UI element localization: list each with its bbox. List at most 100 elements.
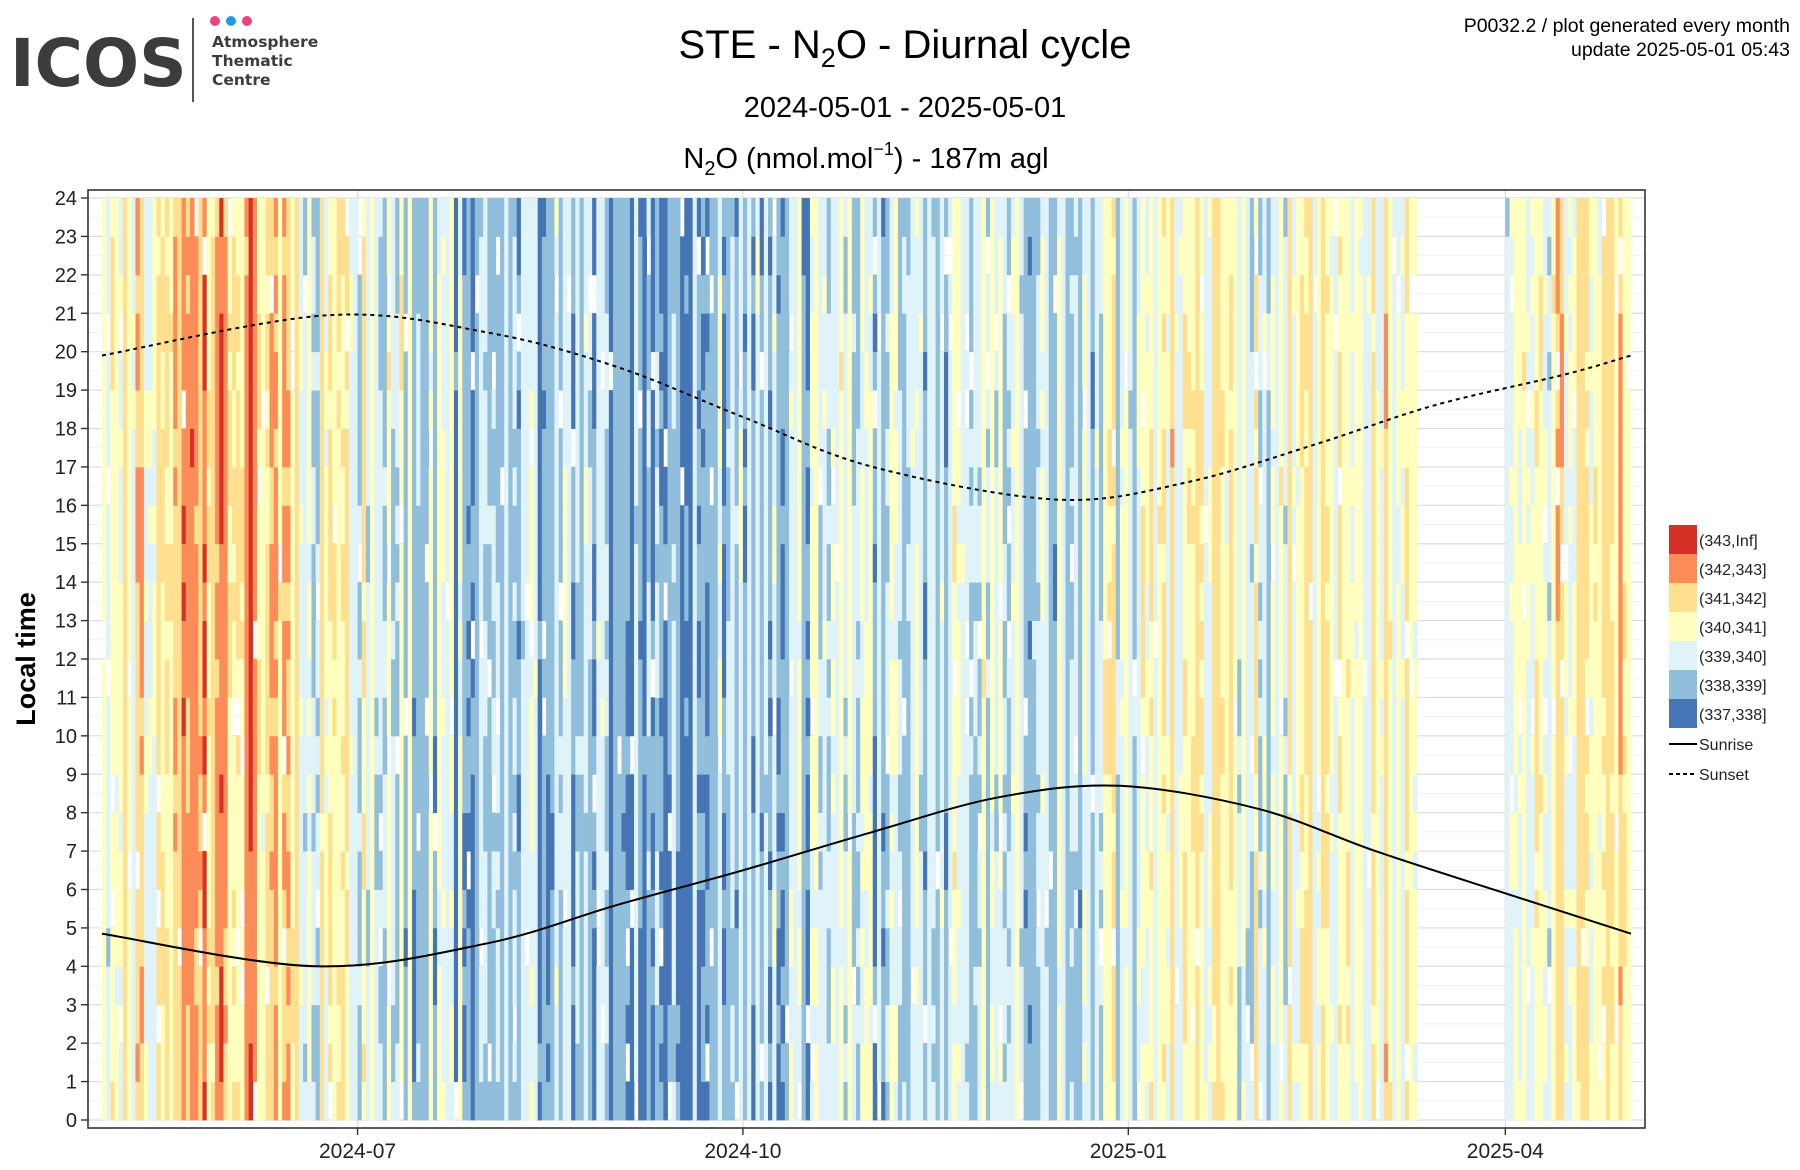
heatmap-cell [562, 774, 568, 814]
heatmap-cell [244, 927, 250, 967]
heatmap-cell [256, 236, 262, 276]
heatmap-cell [634, 351, 639, 391]
heatmap-cell [902, 236, 907, 276]
heatmap-cell [617, 927, 622, 967]
heatmap-cell [960, 735, 966, 775]
heatmap-cell [106, 543, 111, 583]
heatmap-cell [487, 1081, 492, 1121]
heatmap-cell [164, 351, 170, 391]
heatmap-cell [428, 236, 434, 276]
heatmap-cell [411, 428, 417, 468]
heatmap-cell [579, 851, 585, 890]
heatmap-cell [680, 1081, 685, 1121]
heatmap-cell [902, 351, 907, 391]
heatmap-cell [621, 198, 627, 237]
heatmap-cell [231, 582, 237, 621]
heatmap-cell [420, 966, 425, 1006]
heatmap-cell [772, 428, 777, 468]
heatmap-cell [835, 735, 840, 775]
heatmap-cell [747, 1081, 752, 1121]
heatmap-cell [420, 351, 425, 391]
heatmap-cell [294, 697, 300, 737]
heatmap-cell [223, 505, 229, 545]
heatmap-cell [675, 659, 681, 698]
heatmap-cell [592, 659, 597, 698]
heatmap-cell [642, 927, 647, 967]
heatmap-cell [453, 851, 459, 890]
heatmap-cell [688, 851, 694, 890]
heatmap-cell [194, 659, 199, 698]
heatmap-cell [709, 505, 714, 545]
heatmap-cell [814, 659, 819, 698]
heatmap-cell [692, 466, 698, 506]
heatmap-cell [596, 697, 601, 737]
heatmap-cell [520, 927, 526, 967]
heatmap-cell [541, 428, 547, 468]
heatmap-cell [437, 351, 442, 391]
heatmap-cell [315, 351, 321, 391]
heatmap-cell [219, 966, 224, 1006]
heatmap-cell [290, 851, 296, 890]
heatmap-cell [763, 889, 769, 929]
heatmap-cell [227, 1043, 233, 1082]
heatmap-cell [307, 582, 312, 621]
heatmap-cell [969, 851, 974, 890]
heatmap-cell [382, 812, 388, 852]
heatmap-cell [659, 466, 664, 506]
heatmap-cell [252, 466, 258, 506]
heatmap-cell [189, 851, 195, 890]
heatmap-cell [923, 313, 928, 353]
heatmap-cell [248, 505, 254, 545]
heatmap-cell [856, 274, 861, 314]
heatmap-cell [789, 697, 794, 737]
heatmap-cell [156, 351, 162, 391]
heatmap-cell [625, 889, 631, 929]
heatmap-cell [973, 543, 978, 583]
heatmap-cell [487, 274, 492, 314]
heatmap-cell [273, 774, 279, 814]
heatmap-cell [483, 274, 488, 314]
heatmap-cell [583, 889, 589, 929]
heatmap-cell [533, 851, 539, 890]
heatmap-cell [219, 236, 224, 276]
heatmap-cell [148, 927, 153, 967]
heatmap-cell [391, 313, 396, 353]
heatmap-cell [902, 620, 907, 660]
heatmap-cell [512, 390, 518, 429]
heatmap-cell [424, 1004, 430, 1044]
heatmap-cell [428, 1081, 434, 1121]
heatmap-cell [244, 236, 250, 276]
heatmap-cell [554, 966, 560, 1006]
heatmap-cell [562, 966, 568, 1006]
heatmap-cell [365, 889, 371, 929]
heatmap-cell [969, 505, 974, 545]
heatmap-cell [872, 505, 878, 545]
heatmap-cell [453, 198, 459, 237]
heatmap-cell [835, 774, 840, 814]
heatmap-cell [935, 1004, 941, 1044]
heatmap-cell [265, 812, 270, 852]
heatmap-cell [730, 620, 735, 660]
heatmap-cell [395, 390, 400, 429]
heatmap-cell [675, 274, 681, 314]
heatmap-cell [143, 1004, 149, 1044]
heatmap-cell [265, 1004, 270, 1044]
heatmap-cell [906, 735, 911, 775]
heatmap-cell [395, 313, 400, 353]
heatmap-cell [571, 1043, 576, 1082]
heatmap-cell [298, 428, 304, 468]
heatmap-cell [215, 927, 220, 967]
heatmap-cell [939, 966, 945, 1006]
heatmap-cell [809, 889, 815, 929]
heatmap-cell [474, 351, 480, 391]
heatmap-cell [734, 1043, 740, 1082]
heatmap-cell [969, 774, 974, 814]
heatmap-cell [600, 313, 606, 353]
heatmap-cell [240, 236, 245, 276]
heatmap-cell [910, 620, 916, 660]
heatmap-cell [365, 505, 371, 545]
heatmap-cell [353, 1004, 358, 1044]
heatmap-cell [613, 966, 618, 1006]
heatmap-cell [403, 851, 409, 890]
heatmap-cell [298, 313, 304, 353]
